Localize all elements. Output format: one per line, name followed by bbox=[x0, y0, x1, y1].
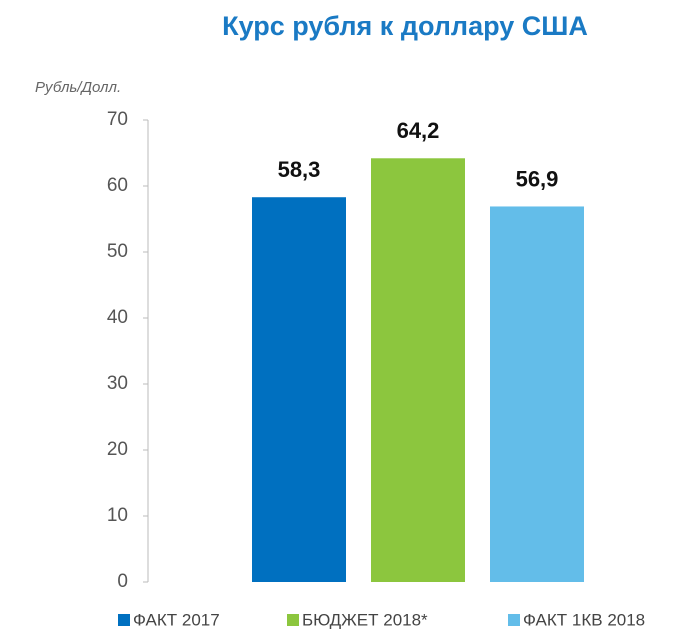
value-label: 56,9 bbox=[516, 166, 559, 191]
y-tick-label: 60 bbox=[107, 175, 128, 196]
y-tick-label: 10 bbox=[107, 505, 128, 526]
chart-title: Курс рубля к доллару США bbox=[222, 11, 588, 41]
bar bbox=[490, 206, 584, 582]
y-tick-label: 0 bbox=[117, 571, 128, 592]
y-tick-label: 70 bbox=[107, 109, 128, 130]
legend-swatch bbox=[508, 614, 520, 626]
legend-swatch bbox=[118, 614, 130, 626]
y-tick-label: 40 bbox=[107, 307, 128, 328]
value-label: 58,3 bbox=[278, 157, 321, 182]
y-tick-label: 30 bbox=[107, 373, 128, 394]
legend-label: ФАКТ 2017 bbox=[133, 610, 220, 629]
y-axis-label: Рубль/Долл. bbox=[35, 79, 121, 96]
bar bbox=[371, 158, 465, 582]
y-tick-label: 20 bbox=[107, 439, 128, 460]
legend-swatch bbox=[287, 614, 299, 626]
legend-label: БЮДЖЕТ 2018* bbox=[302, 610, 428, 629]
bar bbox=[252, 197, 346, 582]
y-tick-label: 50 bbox=[107, 241, 128, 262]
legend-label: ФАКТ 1КВ 2018 bbox=[523, 610, 645, 629]
value-label: 64,2 bbox=[397, 118, 440, 143]
